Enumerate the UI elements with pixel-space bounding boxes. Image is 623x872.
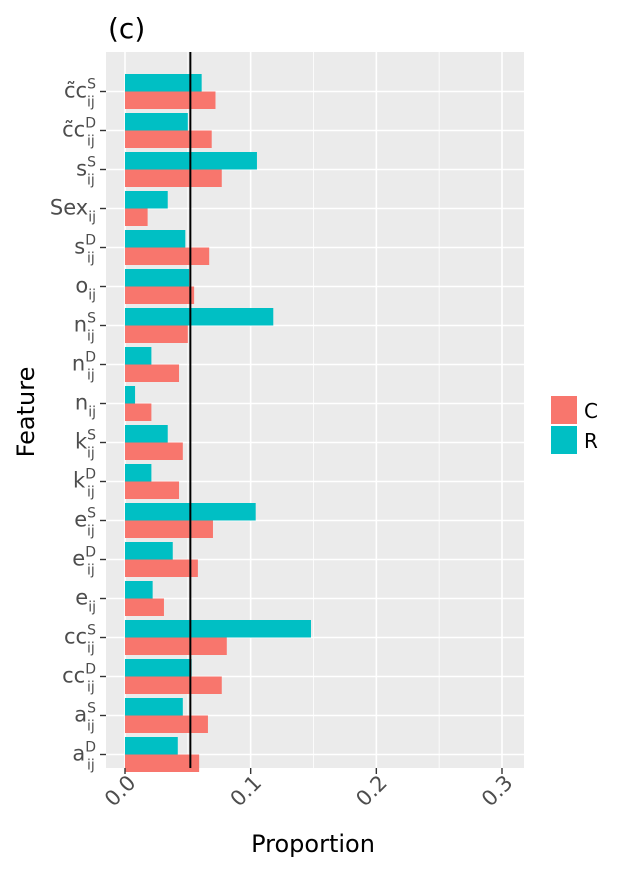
y-axis: c̃cS ij c̃cD ij sS ij Sexij sD ij oij nS ij nD ij nij k…	[50, 77, 106, 774]
y-tick-label: sD ij	[74, 233, 96, 267]
y-tick-label: c̃cS ij	[64, 77, 96, 111]
bar-R	[125, 269, 190, 287]
bar-R	[125, 425, 168, 443]
y-tick-label: ccD ij	[62, 662, 96, 696]
bar-C	[125, 286, 195, 304]
legend-key-C	[551, 396, 577, 424]
x-axis: 0.0 0.1 0.2 0.3	[100, 768, 518, 811]
legend-key-R	[551, 426, 577, 454]
legend-label-C: C	[584, 399, 598, 423]
x-tick-label: 0.2	[351, 771, 392, 812]
y-tick-label: kD ij	[73, 467, 96, 501]
y-tick-label: eS ij	[74, 506, 96, 540]
bar-R	[125, 620, 311, 638]
bar-C	[125, 637, 227, 655]
y-tick-label: aD ij	[72, 740, 96, 774]
bar-C	[125, 481, 180, 499]
legend: CR	[551, 396, 598, 454]
bar-C	[125, 676, 222, 694]
bars	[125, 74, 311, 772]
x-tick-label: 0.3	[477, 771, 518, 812]
bar-R	[125, 74, 202, 92]
x-axis-title: Proportion	[251, 830, 375, 858]
bar-C	[125, 559, 198, 577]
bar-R	[125, 113, 188, 131]
y-tick-label: nS ij	[74, 311, 96, 345]
bar-R	[125, 542, 173, 560]
bar-C	[125, 715, 208, 733]
legend-label-R: R	[584, 429, 598, 453]
y-tick-label: c̃cD ij	[62, 116, 96, 150]
bar-C	[125, 520, 213, 538]
bar-R	[125, 698, 183, 716]
y-tick-label: eij	[75, 586, 96, 616]
y-tick-label: nD ij	[72, 350, 96, 384]
y-tick-label: oij	[75, 274, 96, 304]
y-axis-title: Feature	[12, 367, 40, 458]
bar-C	[125, 325, 188, 343]
bar-C	[125, 598, 164, 616]
bar-C	[125, 754, 200, 772]
panel-label: (c)	[108, 12, 145, 45]
bar-R	[125, 230, 186, 248]
bar-R	[125, 737, 178, 755]
bar-R	[125, 308, 274, 326]
bar-R	[125, 659, 192, 677]
bar-R	[125, 191, 168, 209]
y-tick-label: ccS ij	[64, 623, 96, 657]
bar-R	[125, 386, 136, 404]
y-tick-label: sS ij	[76, 155, 96, 189]
bar-R	[125, 347, 152, 365]
bar-C	[125, 91, 216, 109]
x-tick-label: 0.1	[226, 771, 267, 812]
bar-C	[125, 403, 152, 421]
bar-C	[125, 247, 210, 265]
bar-C	[125, 130, 212, 148]
y-tick-label: aS ij	[74, 701, 96, 735]
y-tick-label: Sexij	[50, 196, 96, 226]
bar-C	[125, 364, 180, 382]
bar-R	[125, 464, 152, 482]
y-tick-label: kS ij	[75, 428, 96, 462]
y-tick-label: nij	[75, 391, 96, 421]
bar-C	[125, 442, 183, 460]
bar-C	[125, 208, 148, 226]
bar-R	[125, 581, 153, 599]
x-tick-label: 0.0	[100, 771, 141, 812]
y-tick-label: eD ij	[72, 545, 96, 579]
bar-C	[125, 169, 222, 187]
